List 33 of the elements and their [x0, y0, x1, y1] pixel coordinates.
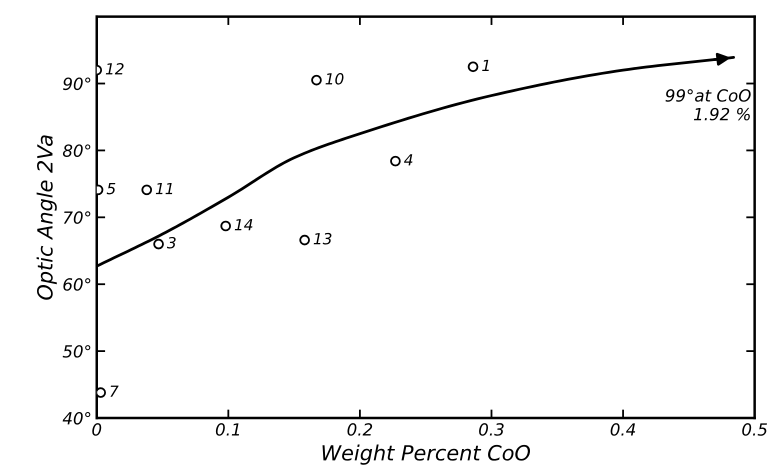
x-axis-title: Weight Percent CoO — [322, 444, 530, 465]
annotation: 11 — [156, 182, 172, 194]
annotation: 4 — [404, 154, 412, 166]
point — [390, 156, 401, 166]
point — [299, 234, 310, 246]
annotation: 12 — [106, 63, 124, 74]
x-tick-label: 0.4 — [610, 423, 636, 436]
y-axis-title: Optic Angle 2Va — [36, 135, 57, 300]
x-tick-label: 0.5 — [742, 423, 767, 436]
point — [220, 220, 231, 232]
point — [153, 238, 164, 250]
x-tick-label: 0.2 — [347, 423, 372, 436]
y-tick-label: 80° — [62, 144, 90, 157]
annotation: 14 — [234, 219, 252, 230]
y-tick-label: 50° — [62, 345, 90, 358]
y-tick-label: 90° — [63, 77, 90, 90]
x-tick-label: 0 — [92, 423, 102, 436]
x-tick-label: 0.1 — [216, 423, 240, 436]
annotation: 7 — [110, 386, 119, 397]
point — [311, 74, 322, 86]
annotation: 5 — [106, 182, 116, 194]
annotation: 13 — [314, 232, 332, 244]
point — [468, 62, 478, 72]
annotation: 10 — [326, 73, 344, 85]
annotation: 3 — [166, 236, 176, 249]
y-tick-label: 60° — [63, 278, 90, 291]
annotation: 1 — [482, 60, 489, 72]
x-tick-label: 0.3 — [479, 423, 504, 436]
point — [96, 387, 106, 398]
annotation: 99°at CoO 1.92 % — [666, 89, 751, 120]
y-tick-label: 40° — [62, 412, 90, 425]
point — [141, 184, 152, 196]
y-tick-label: 70° — [64, 211, 90, 224]
